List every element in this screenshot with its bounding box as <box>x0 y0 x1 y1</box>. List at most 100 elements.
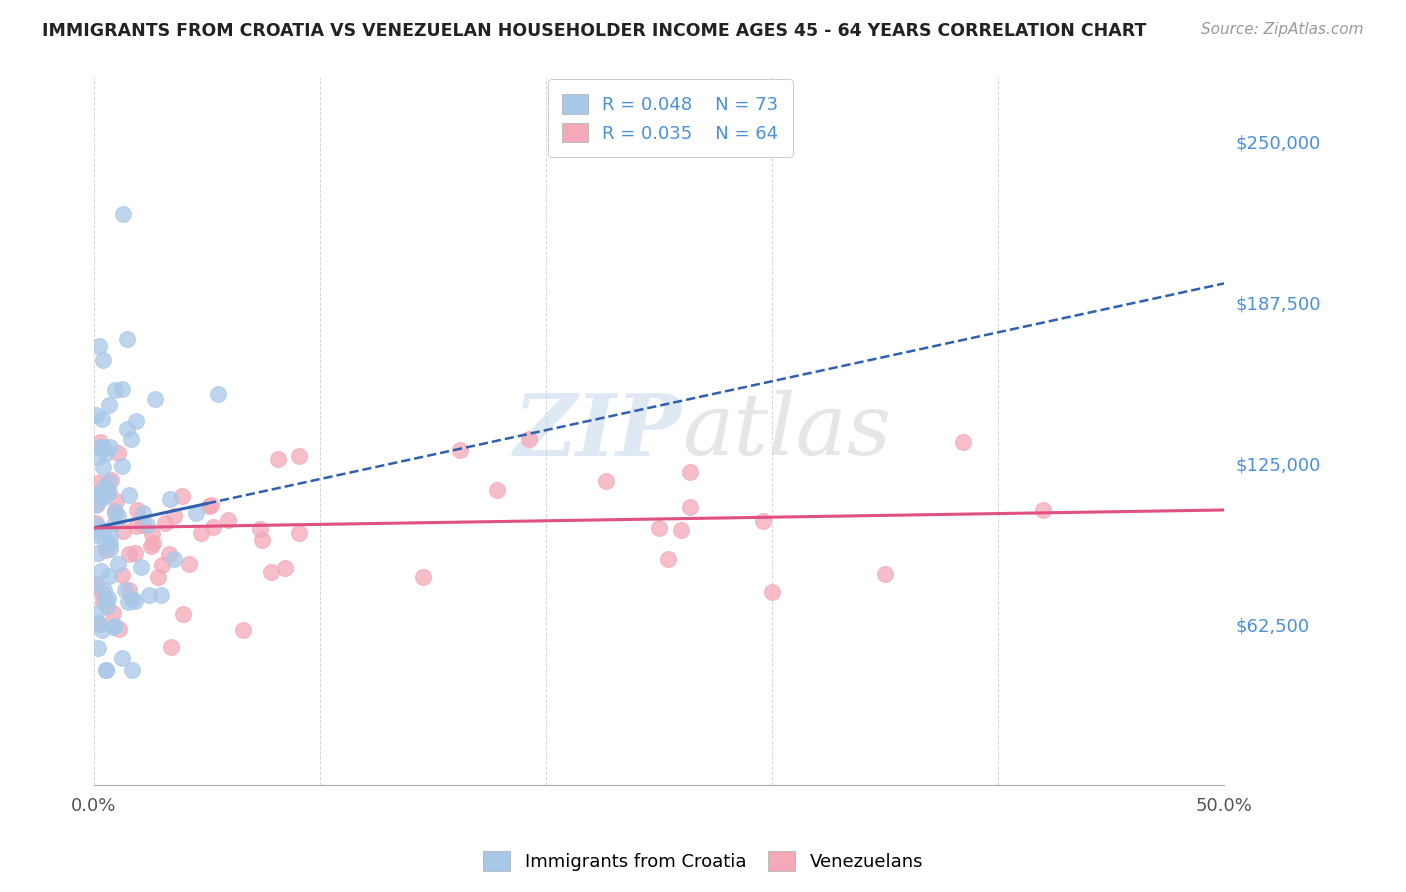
Text: ZIP: ZIP <box>513 390 682 473</box>
Point <box>186 506 208 520</box>
Point <box>96 543 118 558</box>
Point <box>107 509 129 524</box>
Text: atlas: atlas <box>682 390 891 473</box>
Point <box>118 488 141 502</box>
Point <box>679 465 702 479</box>
Point <box>93 591 115 606</box>
Point <box>98 529 121 543</box>
Point <box>97 569 120 583</box>
Point <box>87 475 110 490</box>
Point <box>288 449 311 463</box>
Point <box>84 516 107 530</box>
Point <box>94 488 117 502</box>
Point <box>157 547 180 561</box>
Point <box>121 591 143 606</box>
Point <box>274 561 297 575</box>
Point <box>96 446 118 460</box>
Point <box>249 522 271 536</box>
Point <box>91 460 114 475</box>
Point <box>129 560 152 574</box>
Point <box>93 583 115 598</box>
Point <box>87 339 110 353</box>
Point <box>93 480 115 494</box>
Point <box>104 516 127 530</box>
Point <box>125 414 148 428</box>
Point <box>91 412 114 426</box>
Point <box>648 521 671 535</box>
Point <box>89 434 111 449</box>
Point <box>125 503 148 517</box>
Point <box>121 663 143 677</box>
Point <box>173 607 195 621</box>
Point <box>118 583 141 598</box>
Point <box>150 558 173 573</box>
Point <box>97 485 120 500</box>
Point <box>96 484 118 499</box>
Point <box>679 500 702 515</box>
Point <box>150 588 173 602</box>
Point <box>84 528 107 542</box>
Point <box>98 440 121 454</box>
Point <box>132 506 155 520</box>
Point <box>87 450 110 464</box>
Point <box>84 498 107 512</box>
Point <box>118 547 141 561</box>
Legend: Immigrants from Croatia, Venezuelans: Immigrants from Croatia, Venezuelans <box>475 844 931 879</box>
Point <box>141 527 163 541</box>
Point <box>595 474 617 488</box>
Point <box>84 409 107 423</box>
Point <box>114 582 136 597</box>
Legend: R = 0.048    N = 73, R = 0.035    N = 64: R = 0.048 N = 73, R = 0.035 N = 64 <box>548 79 793 157</box>
Point <box>91 523 114 537</box>
Point <box>93 441 115 455</box>
Point <box>91 441 114 455</box>
Point <box>100 473 122 487</box>
Point <box>200 498 222 512</box>
Point <box>87 487 110 501</box>
Text: Source: ZipAtlas.com: Source: ZipAtlas.com <box>1201 22 1364 37</box>
Point <box>117 332 139 346</box>
Point <box>163 552 186 566</box>
Point <box>98 536 121 550</box>
Point <box>91 594 114 608</box>
Point <box>412 570 434 584</box>
Point <box>267 451 290 466</box>
Text: IMMIGRANTS FROM CROATIA VS VENEZUELAN HOUSEHOLDER INCOME AGES 45 - 64 YEARS CORR: IMMIGRANTS FROM CROATIA VS VENEZUELAN HO… <box>42 22 1146 40</box>
Point <box>104 506 127 520</box>
Point <box>105 493 128 508</box>
Point <box>120 432 142 446</box>
Point <box>101 606 124 620</box>
Point <box>111 567 134 582</box>
Point <box>952 435 974 450</box>
Point <box>107 557 129 571</box>
Point <box>96 599 118 614</box>
Point <box>110 382 132 396</box>
Point <box>104 383 127 397</box>
Y-axis label: Householder Income Ages 45 - 64 years: Householder Income Ages 45 - 64 years <box>0 265 8 598</box>
Point <box>135 518 157 533</box>
Point <box>163 508 186 523</box>
Point <box>202 520 225 534</box>
Point <box>250 533 273 547</box>
Point <box>104 504 127 518</box>
Point <box>84 578 107 592</box>
Point <box>143 392 166 406</box>
Point <box>1032 503 1054 517</box>
Point <box>86 641 108 656</box>
Point <box>112 524 135 538</box>
Point <box>98 541 121 556</box>
Point <box>449 443 471 458</box>
Point <box>761 585 783 599</box>
Point <box>288 526 311 541</box>
Point <box>138 588 160 602</box>
Point <box>86 497 108 511</box>
Point <box>207 387 229 401</box>
Point <box>90 564 112 578</box>
Point <box>657 552 679 566</box>
Point <box>117 595 139 609</box>
Point <box>141 539 163 553</box>
Point <box>669 523 692 537</box>
Point <box>115 422 138 436</box>
Point <box>260 565 283 579</box>
Point <box>217 513 239 527</box>
